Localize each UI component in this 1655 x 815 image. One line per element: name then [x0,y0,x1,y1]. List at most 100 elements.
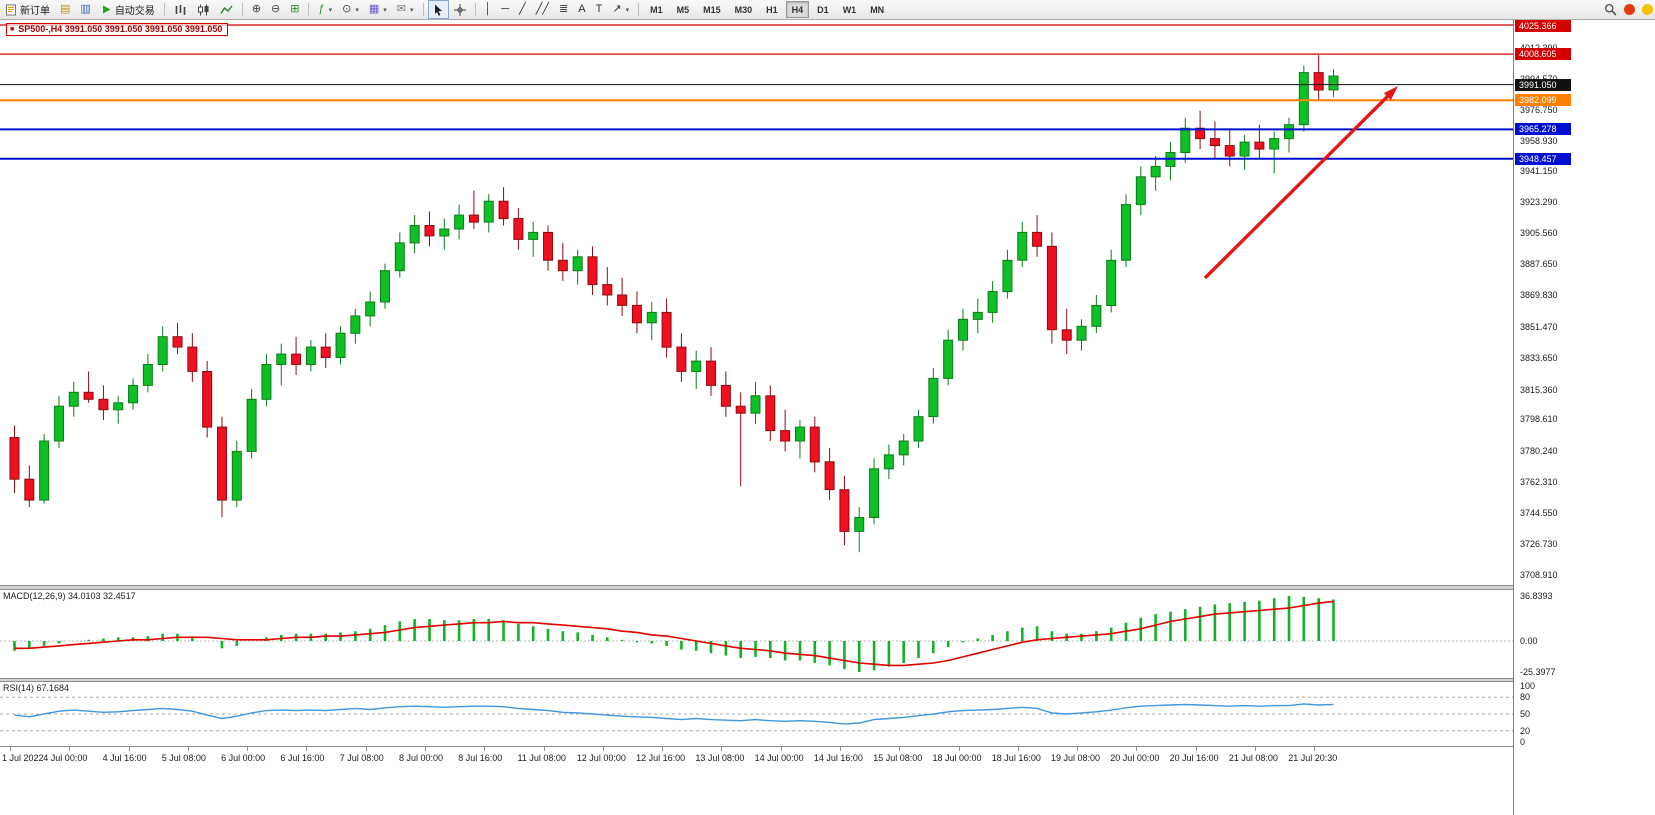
fibonacci-button[interactable]: ≣ [554,0,573,19]
toolbar: 新订单 ▤ ▥ 自动交易 ⊕ ⊖ ⊞ ƒ ▾ ⊙ ▾ ▦ ▾ ✉ ▾ │ ─ ╱ ╱╱ ≣ A T ↗ ▾ M1 M5 M15 M30… [0,0,1655,20]
time-tick [543,747,545,751]
rsi-pane[interactable]: RSI(14) 67.1684 [0,682,1513,746]
horizontal-line-button[interactable]: ─ [496,0,514,19]
price-tick-label: 4012.390 [1520,43,1558,53]
timeframe-mn-button[interactable]: MN [870,4,885,15]
tile-windows-button[interactable]: ⊞ [285,0,304,19]
price-level-badge: 3982.099 [1515,94,1571,107]
rsi-axis-label: 20 [1520,725,1531,736]
time-tick [306,747,308,751]
price-pane[interactable]: ■ SP500-,H4 3991.050 3991.050 3991.050 3… [0,20,1513,585]
time-label: 12 Jul 16:00 [636,753,686,763]
templates-button[interactable]: ▦ ▾ [364,0,392,19]
zoom-out-button[interactable]: ⊖ [266,0,285,19]
vertical-line-button[interactable]: │ [480,0,497,19]
candles [9,55,1339,553]
bar-chart-button[interactable] [169,0,192,19]
chevron-down-icon: ▾ [383,6,387,14]
arrows-icon: ↗ [612,3,622,15]
timeframe-w1-button[interactable]: W1 [842,4,857,15]
notification-badge-icon[interactable] [1624,4,1635,15]
new-order-button[interactable]: 新订单 [0,0,55,19]
text-button[interactable]: A [573,0,590,19]
chart-marker-icon: ■ [10,25,15,33]
time-label: 8 Jul 00:00 [399,753,444,763]
time-tick [128,747,130,751]
arrows-button[interactable]: ↗ ▾ [607,0,634,19]
time-tick [484,747,486,751]
time-label: 19 Jul 08:00 [1051,753,1101,763]
trend-arrow[interactable] [1203,91,1393,280]
timeframe-m1-button[interactable]: M1 [650,4,663,15]
chevron-down-icon: ▾ [328,6,333,14]
time-tick [1017,747,1019,751]
time-axis[interactable]: 1 Jul 2022 4 Jul 00:00 4 Jul 16:00 5 Jul 08… [0,746,1513,771]
toolbar-separator [638,3,640,16]
time-tick [69,747,71,751]
time-tick [425,747,426,751]
price-tick-label: 3798.610 [1520,414,1558,425]
macd-axis-label: 36.8393 [1520,591,1553,601]
text-label-button[interactable]: T [591,0,608,19]
toolbar-separator [308,3,310,16]
macd-chart[interactable] [0,590,1513,678]
time-label: 21 Jul 20:30 [1288,753,1338,763]
crosshair-icon [453,3,466,16]
time-label: 20 Jul 16:00 [1169,753,1219,763]
new-order-button-label: 新订单 [20,6,50,17]
time-tick [10,747,11,751]
chart-title: ■ SP500-,H4 3991.050 3991.050 3991.050 3… [6,23,229,36]
horizontal-line-icon: ─ [501,3,510,15]
price-tick-label: 3923.290 [1520,197,1558,208]
candles-icon [197,4,210,16]
status-badge-icon[interactable] [1642,4,1653,15]
time-tick [365,747,367,751]
toolbar-separator [241,3,243,16]
cursor-button[interactable] [427,0,449,19]
timeframe-m30-button[interactable]: M30 [734,4,753,15]
time-tick [780,747,782,751]
crosshair-button[interactable] [449,0,471,19]
tile-windows-icon: ⊞ [290,3,300,15]
line-chart-button[interactable] [215,0,238,19]
search-icon[interactable] [1604,3,1617,16]
macd-pane[interactable]: MACD(12,26,9) 34.0103 32.4517 [0,590,1513,678]
time-label: 18 Jul 16:00 [991,753,1041,763]
timeframe-h1-button[interactable]: H1 [766,4,778,15]
pane-separator[interactable] [0,585,1513,590]
pane-separator[interactable] [0,678,1513,682]
time-tick [1195,747,1197,751]
channel-button[interactable]: ╱╱ [531,0,554,19]
candlestick-chart-button[interactable] [192,0,215,19]
trendline-button[interactable]: ╱ [514,0,531,19]
time-label: 8 Jul 16:00 [458,753,503,763]
timeframe-m5-button[interactable]: M5 [676,4,690,15]
indicators-button[interactable]: ƒ ▾ [313,0,337,19]
time-label: 5 Jul 08:00 [161,753,206,763]
candlestick-chart[interactable] [0,20,1513,585]
auto-trading-button[interactable]: 自动交易 [96,0,160,19]
timeframe-h4-button[interactable]: H4 [785,1,810,18]
time-tick [839,747,841,751]
indicators-icon: ƒ [318,3,325,15]
time-tick [899,747,901,751]
periods-button[interactable]: ⊙ ▾ [337,0,364,19]
timeframe-m15-button[interactable]: M15 [703,4,721,15]
price-tick-label: 3762.310 [1520,477,1558,488]
macd-signal-line [14,600,1334,667]
alerts-button[interactable]: ✉ ▾ [392,0,419,19]
price-tick-label: 3887.650 [1520,259,1558,270]
zoom-out-icon: ⊖ [271,3,281,15]
market-watch-button[interactable]: ▥ [75,0,95,19]
rsi-chart[interactable] [0,682,1513,746]
doc-icon [5,4,17,16]
chevron-down-icon: ▾ [625,6,630,14]
timeframe-d1-button[interactable]: D1 [817,4,829,15]
price-axis[interactable]: 4012.390 3994.570 3976.750 3958.930 3941.150… [1513,20,1655,815]
time-label: 6 Jul 00:00 [221,753,266,763]
charts-button[interactable]: ▤ [55,0,75,19]
zoom-in-button[interactable]: ⊕ [247,0,266,19]
charts-icon: ▤ [60,3,71,15]
time-label: 20 Jul 00:00 [1110,753,1160,763]
